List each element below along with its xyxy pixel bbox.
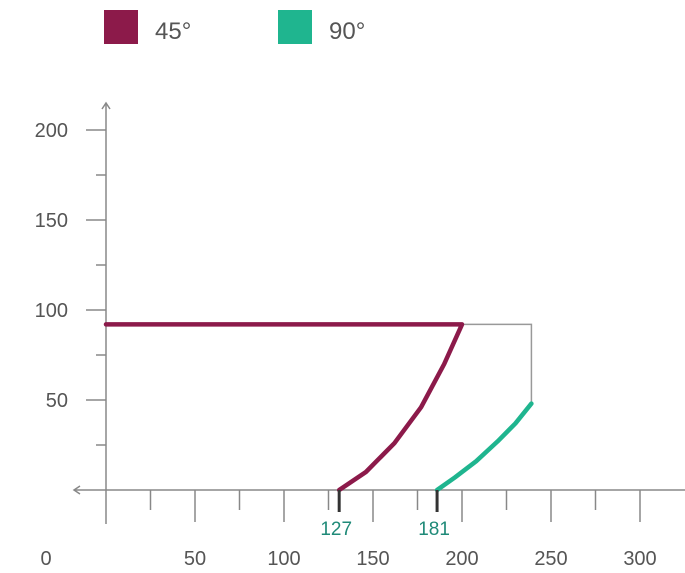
guide-line [462,323,533,404]
legend: 45° 90° [104,10,365,45]
x-axis-arrow-icon [72,485,81,495]
tick-labels: 50 100 150 200 50 100 150 200 250 300 0 127 181 [35,120,657,570]
legend-swatch [278,10,312,44]
axes [72,101,685,524]
x-tick-label: 300 [623,548,656,570]
x-tick-label: 150 [356,548,389,570]
x-tick-label: 250 [534,548,567,570]
intercept-label: 181 [418,519,450,540]
origin-label: 0 [40,548,51,570]
legend-label: 45° [155,18,191,45]
plot-area [103,322,534,512]
series-line [103,322,465,493]
x-tick-label: 200 [445,548,478,570]
series-line [434,401,534,493]
y-axis-arrow-icon [101,101,111,110]
x-tick-label: 50 [184,548,206,570]
legend-label: 90° [329,18,365,45]
y-tick-label: 100 [35,300,68,322]
y-tick-label: 200 [35,120,68,142]
legend-swatch [104,10,138,44]
x-tick-label: 100 [267,548,300,570]
y-tick-label: 150 [35,210,68,232]
y-tick-label: 50 [46,390,68,412]
intercept-label: 127 [320,519,352,540]
